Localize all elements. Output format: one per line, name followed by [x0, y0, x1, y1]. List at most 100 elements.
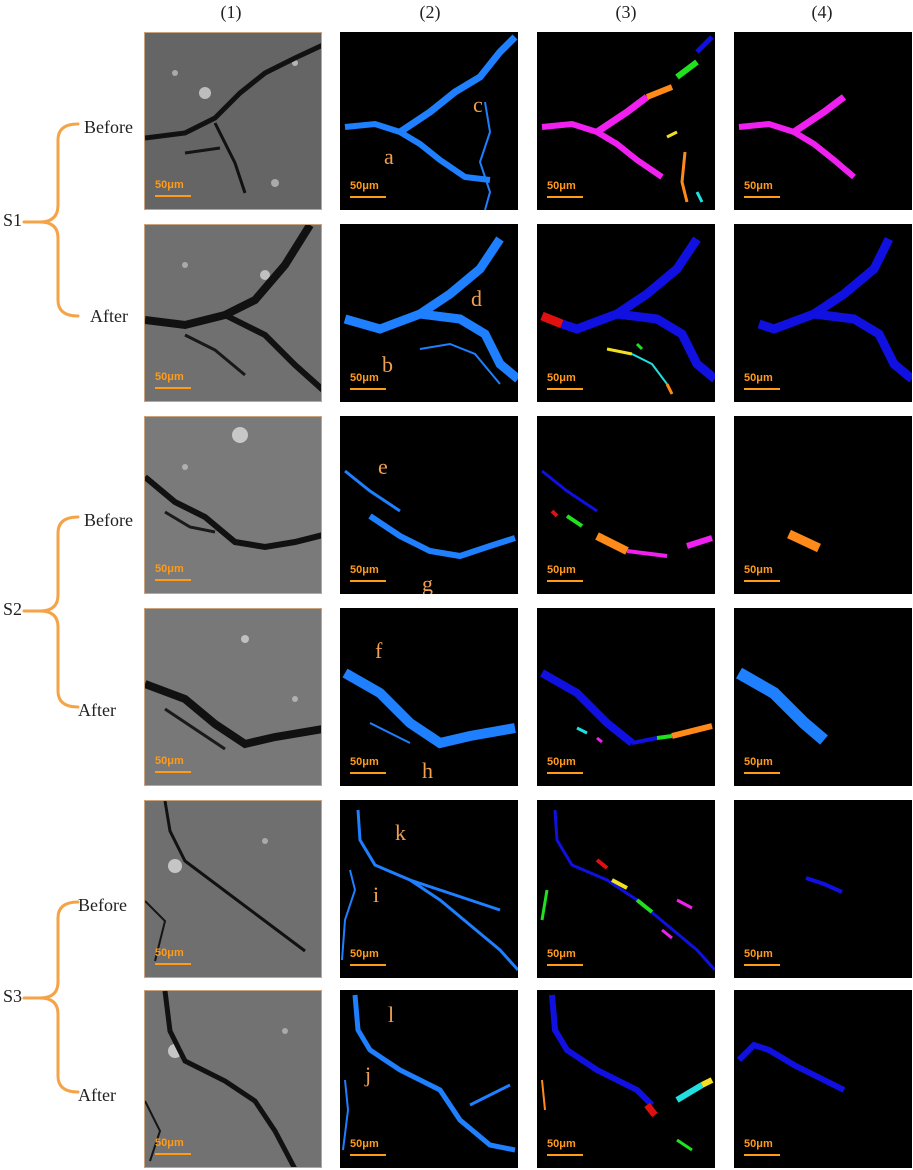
- largest-crack-s2-before: 50μm: [734, 416, 912, 594]
- scale-label: 50μm: [744, 756, 773, 768]
- labeled-image-s2-after: 50μm: [537, 608, 715, 786]
- annotation-f: f: [375, 638, 383, 663]
- scale-label: 50μm: [350, 180, 379, 192]
- scale-label: 50μm: [547, 948, 576, 960]
- labeled-image-s2-before: 50μm: [537, 416, 715, 594]
- bracket-s3: [39, 900, 80, 1094]
- annotation-i: i: [373, 882, 380, 907]
- scale-label: 50μm: [350, 1138, 379, 1150]
- annotation-l: l: [388, 1002, 395, 1027]
- annotation-d: d: [471, 286, 482, 311]
- largest-crack-s1-after: 50μm: [734, 224, 912, 402]
- scale-bar: [744, 196, 780, 198]
- labeled-image-s3-after: 50μm: [537, 990, 715, 1168]
- scale-bar: [155, 195, 191, 197]
- segmented-image-s1-before: a c 50μm: [340, 32, 518, 210]
- scale-bar: [547, 964, 583, 966]
- largest-crack-s1-before: 50μm: [734, 32, 912, 210]
- segmented-image-s2-before: e g 50μm: [340, 416, 518, 594]
- largest-crack-s2-after: 50μm: [734, 608, 912, 786]
- annotation-e: e: [378, 454, 388, 479]
- group-label-s3: S3: [3, 986, 23, 1006]
- scale-bar: [547, 388, 583, 390]
- sem-image-s1-after: 50μm: [144, 224, 322, 402]
- largest-crack-s3-before: 50μm: [734, 800, 912, 978]
- scale-bar: [155, 1153, 191, 1155]
- sem-image-s2-before: 50μm: [144, 416, 322, 594]
- scale-label: 50μm: [547, 756, 576, 768]
- segmented-image-s3-before: i k 50μm: [340, 800, 518, 978]
- column-header-1: (1): [220, 2, 242, 22]
- scale-label: 50μm: [744, 372, 773, 384]
- labeled-image-s3-before: 50μm: [537, 800, 715, 978]
- scale-bar: [155, 387, 191, 389]
- scale-label: 50μm: [350, 948, 379, 960]
- scale-bar: [350, 196, 386, 198]
- column-header-2: (2): [419, 2, 441, 22]
- scale-bar: [350, 772, 386, 774]
- row-label-s2-after: After: [78, 700, 116, 720]
- annotation-a: a: [384, 144, 394, 169]
- scale-bar: [350, 580, 386, 582]
- scale-bar: [155, 771, 191, 773]
- scale-label: 50μm: [350, 756, 379, 768]
- scale-label: 50μm: [744, 948, 773, 960]
- scale-bar: [547, 1154, 583, 1156]
- row-label-s1-after: After: [90, 306, 128, 326]
- scale-label: 50μm: [547, 564, 576, 576]
- row-label-s1-before: Before: [84, 117, 133, 137]
- bracket-s2: [39, 515, 80, 709]
- bracket-s1: [39, 122, 80, 318]
- column-header-3: (3): [615, 2, 637, 22]
- scale-bar: [155, 579, 191, 581]
- row-label-s3-after: After: [78, 1085, 116, 1105]
- group-label-s2: S2: [3, 599, 23, 619]
- sem-image-s2-after: 50μm: [144, 608, 322, 786]
- scale-label: 50μm: [155, 1137, 184, 1149]
- scale-label: 50μm: [155, 371, 184, 383]
- annotation-h: h: [422, 758, 433, 783]
- scale-label: 50μm: [744, 564, 773, 576]
- scale-label: 50μm: [350, 372, 379, 384]
- scale-label: 50μm: [155, 947, 184, 959]
- scale-label: 50μm: [547, 1138, 576, 1150]
- annotation-j: j: [365, 1062, 372, 1087]
- segmented-image-s3-after: j l 50μm: [340, 990, 518, 1168]
- scale-label: 50μm: [350, 564, 379, 576]
- scale-bar: [744, 964, 780, 966]
- sem-image-s1-before: 50μm: [144, 32, 322, 210]
- scale-label: 50μm: [155, 755, 184, 767]
- annotation-k: k: [395, 820, 406, 845]
- scale-bar: [744, 388, 780, 390]
- scale-bar: [350, 1154, 386, 1156]
- scale-label: 50μm: [155, 563, 184, 575]
- scale-label: 50μm: [744, 1138, 773, 1150]
- sem-image-s3-after: 50μm: [144, 990, 322, 1168]
- annotation-c: c: [473, 92, 483, 117]
- scale-bar: [547, 196, 583, 198]
- row-label-s3-before: Before: [78, 895, 127, 915]
- sem-image-s3-before: 50μm: [144, 800, 322, 978]
- scale-bar: [547, 772, 583, 774]
- scale-bar: [547, 580, 583, 582]
- scale-label: 50μm: [155, 179, 184, 191]
- scale-label: 50μm: [547, 372, 576, 384]
- largest-crack-s3-after: 50μm: [734, 990, 912, 1168]
- scale-bar: [155, 963, 191, 965]
- labeled-image-s1-before: 50μm: [537, 32, 715, 210]
- group-brackets: [22, 122, 80, 1094]
- annotation-b: b: [382, 352, 393, 377]
- scale-bar: [350, 388, 386, 390]
- segmented-image-s2-after: f h 50μm: [340, 608, 518, 786]
- scale-bar: [350, 964, 386, 966]
- scale-bar: [744, 772, 780, 774]
- row-label-s2-before: Before: [84, 510, 133, 530]
- scale-label: 50μm: [744, 180, 773, 192]
- scale-bar: [744, 580, 780, 582]
- labeled-image-s1-after: 50μm: [537, 224, 715, 402]
- group-label-s1: S1: [3, 210, 23, 230]
- scale-label: 50μm: [547, 180, 576, 192]
- column-header-4: (4): [811, 2, 833, 22]
- scale-bar: [744, 1154, 780, 1156]
- segmented-image-s1-after: b d 50μm: [340, 224, 518, 402]
